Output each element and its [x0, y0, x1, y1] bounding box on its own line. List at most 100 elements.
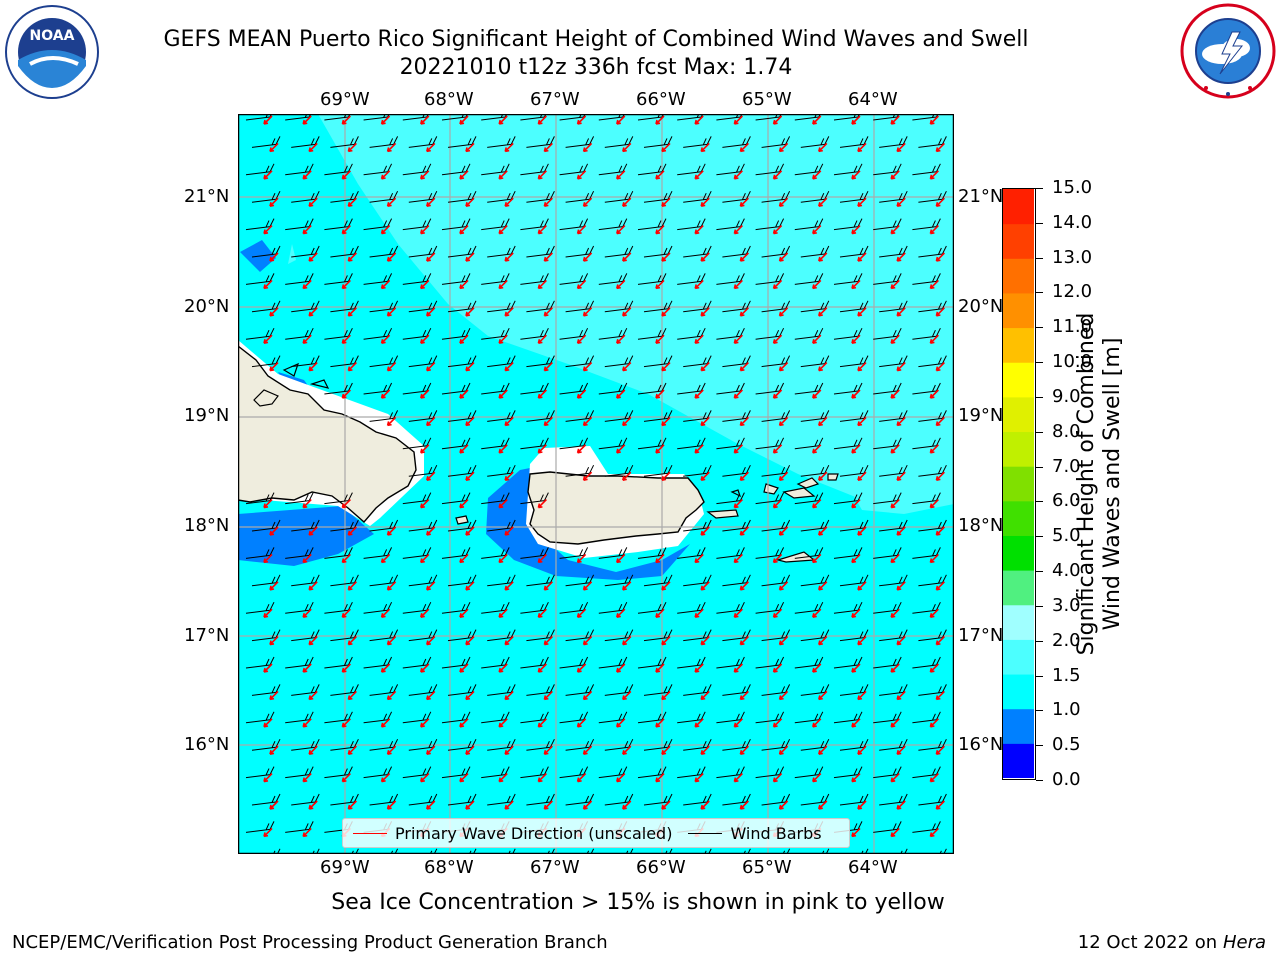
wind-barb — [604, 410, 634, 422]
wind-barb — [245, 656, 275, 669]
wind-barb — [873, 437, 902, 450]
wind-barb — [722, 574, 751, 587]
lat-label-right: 20°N — [958, 296, 1004, 317]
wave-direction-arrow — [386, 362, 397, 372]
wind-barb — [245, 492, 275, 505]
wind-barb — [800, 300, 830, 313]
wave-direction-arrow — [465, 197, 475, 207]
map-subtitle: 20221010 t12z 336h fcst Max: 1.74 — [399, 55, 793, 80]
wave-direction-arrow — [420, 279, 430, 290]
wind-barb — [363, 547, 393, 559]
wave-direction-arrow — [341, 608, 351, 618]
wind-barb — [520, 327, 549, 340]
wave-direction-arrow — [426, 142, 436, 153]
wind-barb — [402, 273, 432, 285]
colorbar-title-line2: Wind Waves and Swell [m] — [1100, 337, 1125, 631]
wave-direction-arrow — [386, 690, 397, 701]
wind-barb — [245, 273, 275, 285]
colorbar-tick-mark — [1036, 640, 1043, 642]
wave-direction-arrow — [582, 307, 593, 317]
wave-direction-arrow — [772, 553, 783, 564]
wind-barb — [716, 327, 745, 340]
wind-barb — [761, 464, 791, 477]
wave-direction-arrow — [772, 389, 783, 399]
wave-direction-arrow — [896, 307, 906, 317]
wind-barb — [565, 738, 595, 751]
wave-direction-arrow — [582, 416, 593, 427]
colorbar-segment — [1003, 466, 1034, 502]
wave-direction-arrow — [812, 663, 822, 673]
footer-branch: NCEP/EMC/Verification Post Processing Pr… — [12, 932, 608, 953]
wave-direction-arrow — [857, 471, 867, 481]
colorbar-tick-label: 1.5 — [1052, 664, 1081, 686]
wave-direction-arrow — [929, 389, 939, 399]
wave-direction-arrow — [576, 389, 587, 399]
wind-barb — [251, 190, 281, 203]
colorbar-tick-mark — [1036, 605, 1043, 607]
wind-barb — [441, 382, 471, 395]
wave-direction-arrow — [576, 608, 587, 618]
wind-barb — [330, 793, 359, 806]
wind-barb — [604, 793, 634, 806]
wave-direction-arrow — [857, 416, 867, 427]
wind-barb — [755, 382, 785, 395]
wind-barb — [833, 218, 863, 231]
wave-direction-arrow — [576, 444, 587, 454]
wind-barb — [487, 190, 516, 203]
colorbar-tick-label: 2.0 — [1052, 629, 1081, 651]
wave-direction-arrow — [818, 416, 828, 427]
wave-direction-arrow — [739, 362, 749, 372]
wind-barb — [251, 519, 281, 532]
wind-barb — [565, 629, 595, 642]
wave-direction-arrow — [341, 115, 351, 125]
colorbar-tick-mark — [1036, 780, 1043, 781]
wind-barb — [330, 136, 359, 148]
lon-label-top: 66°W — [636, 89, 686, 110]
wave-direction-arrow — [929, 334, 939, 344]
wave-direction-arrow — [818, 307, 828, 317]
wind-barb — [683, 684, 712, 696]
wind-barb — [677, 711, 706, 724]
wave-direction-arrow — [733, 499, 743, 509]
wind-barb — [794, 492, 824, 505]
wind-barb — [481, 273, 510, 285]
wind-barb — [683, 793, 712, 806]
wave-direction-arrow — [772, 225, 783, 235]
wave-direction-arrow — [622, 307, 632, 317]
wave-direction-arrow — [622, 142, 632, 153]
wave-direction-arrow — [582, 690, 593, 701]
wave-direction-arrow — [857, 636, 867, 646]
wind-barb — [604, 355, 634, 368]
wave-direction-arrow — [661, 800, 671, 810]
wind-barb — [755, 218, 785, 231]
wave-direction-arrow — [929, 773, 939, 783]
wave-direction-arrow — [818, 636, 828, 646]
wind-barb — [912, 163, 941, 176]
wind-barb — [761, 300, 791, 313]
wind-barb — [559, 437, 589, 450]
wind-barb — [761, 410, 791, 422]
wind-barb — [716, 437, 745, 450]
wave-direction-arrow — [465, 690, 475, 701]
wave-direction-arrow — [700, 690, 710, 701]
wave-height-low-region — [486, 468, 690, 580]
wave-direction-arrow — [386, 142, 397, 153]
wave-direction-arrow — [576, 718, 587, 728]
wave-direction-arrow — [498, 115, 508, 125]
wave-direction-arrow — [616, 553, 626, 564]
wind-barb — [245, 601, 275, 614]
wave-direction-arrow — [929, 553, 939, 564]
wave-direction-arrow — [341, 170, 351, 180]
wind-barb — [408, 684, 438, 696]
wave-direction-arrow — [420, 553, 430, 564]
lon-label-bottom: 66°W — [636, 857, 686, 878]
wave-direction-arrow — [896, 197, 906, 207]
wave-direction-arrow — [465, 636, 475, 646]
wave-direction-arrow — [700, 471, 710, 481]
wind-barb — [402, 218, 432, 231]
wind-barb — [251, 793, 281, 806]
wave-direction-arrow — [778, 197, 789, 207]
wind-barb — [873, 382, 902, 395]
wind-barb — [559, 656, 589, 669]
colorbar-tick-label: 3.0 — [1052, 594, 1081, 616]
